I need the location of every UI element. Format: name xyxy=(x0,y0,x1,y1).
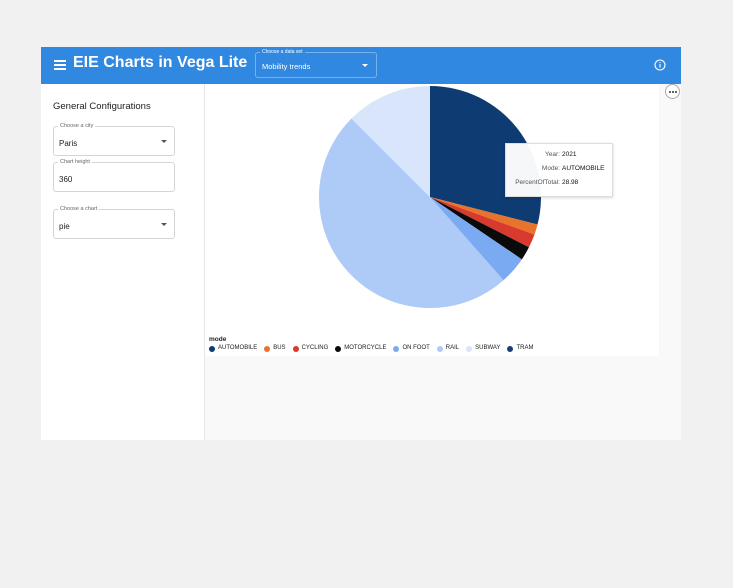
legend-swatch xyxy=(436,346,443,352)
tooltip-value: 2021 xyxy=(562,151,577,158)
chart-type-select[interactable]: Choose a chart pie xyxy=(53,206,175,239)
tooltip-value: 28.98 xyxy=(562,179,579,186)
chart-height-label: Chart height xyxy=(58,159,92,165)
app-title: EIE Charts in Vega Lite xyxy=(73,54,248,71)
legend-label: MOTORCYCLE xyxy=(344,345,387,351)
tooltip-row: Year: 2021 xyxy=(506,151,612,160)
pie-slice-bus[interactable] xyxy=(430,197,538,235)
chart-height-input[interactable]: Chart height 360 xyxy=(53,159,175,192)
chart-type-value: pie xyxy=(59,222,70,231)
tooltip-row: PercentOfTotal: 28.98 xyxy=(506,179,612,188)
city-select[interactable]: Choose a city Paris xyxy=(53,123,175,156)
chart-height-value: 360 xyxy=(59,175,73,184)
pie-slice-motorcycle[interactable] xyxy=(430,197,529,260)
legend-title: mode xyxy=(209,336,227,343)
dataset-select-label: Choose a data set xyxy=(260,49,305,55)
legend-swatch xyxy=(335,346,342,352)
legend-swatch xyxy=(264,346,271,352)
tooltip-key: PercentOfTotal: xyxy=(515,179,560,186)
legend-label: TRAM xyxy=(516,345,534,351)
tooltip-value: AUTOMOBILE xyxy=(562,165,605,172)
city-select-label: Choose a city xyxy=(58,123,96,129)
legend-swatch xyxy=(393,346,400,352)
legend-label: BUS xyxy=(273,345,286,351)
chart-tooltip: Year: 2021 Mode: AUTOMOBILE PercentOfTot… xyxy=(505,143,613,197)
pie-slice-cycling[interactable] xyxy=(430,197,535,248)
legend-label: SUBWAY xyxy=(475,345,501,351)
tooltip-key: Mode: xyxy=(541,165,560,172)
app-window: EIE Charts in Vega Lite Choose a data se… xyxy=(41,47,681,440)
legend-label: CYCLING xyxy=(301,345,329,351)
hamburger-menu-icon[interactable] xyxy=(54,60,66,70)
pie-slice-rail[interactable] xyxy=(318,118,504,309)
chart-actions-button[interactable] xyxy=(665,84,680,99)
legend-label: RAIL xyxy=(445,345,460,351)
chevron-down-icon xyxy=(161,223,167,226)
dataset-select[interactable]: Choose a data set Mobility trends xyxy=(255,49,377,78)
chevron-down-icon xyxy=(362,64,368,67)
info-icon[interactable] xyxy=(654,59,666,71)
legend-label: AUTOMOBILE xyxy=(218,345,258,351)
tooltip-row: Mode: AUTOMOBILE xyxy=(506,165,612,174)
legend-swatch xyxy=(507,346,514,352)
city-select-value: Paris xyxy=(59,139,78,148)
main-content: mode AUTOMOBILE BUS CYCLING MOTORCYCLE ON FO… xyxy=(205,84,681,440)
chart-panel: mode AUTOMOBILE BUS CYCLING MOTORCYCLE ON FO… xyxy=(205,84,659,356)
pie-chart xyxy=(318,86,541,309)
chart-type-label: Choose a chart xyxy=(58,206,100,212)
legend-swatch xyxy=(466,346,473,352)
sidebar: General Configurations Choose a city Par… xyxy=(41,84,205,440)
top-app-bar: EIE Charts in Vega Lite Choose a data se… xyxy=(41,47,681,84)
legend-swatch xyxy=(209,346,215,352)
legend-label: ON FOOT xyxy=(402,345,430,351)
legend-swatch xyxy=(292,346,299,352)
pie-slice-on-foot[interactable] xyxy=(430,197,522,281)
sidebar-title: General Configurations xyxy=(53,101,151,112)
pie-slice-subway[interactable] xyxy=(351,86,430,197)
dataset-select-value: Mobility trends xyxy=(262,62,311,71)
tooltip-key: Year: xyxy=(545,151,560,158)
chevron-down-icon xyxy=(161,140,167,143)
